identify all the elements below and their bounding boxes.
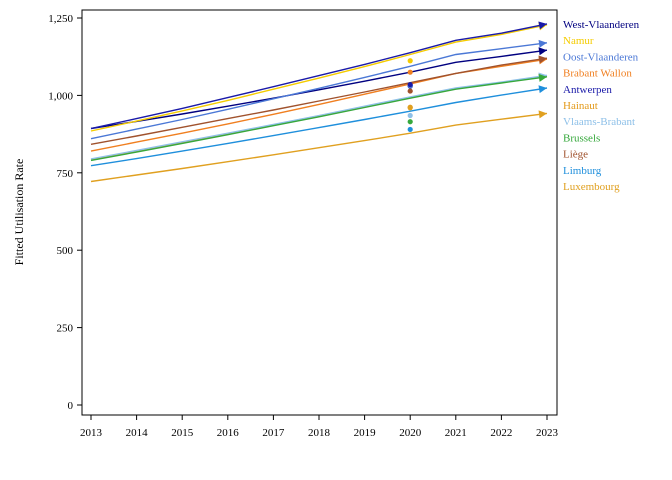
legend: West-Vlaanderen Namur Oost-Vlaanderen Braba… — [563, 19, 640, 193]
series-line-namur — [90, 24, 548, 132]
y-tick-label: 250 — [57, 323, 74, 335]
x-tick-label: 2014 — [126, 427, 149, 439]
x-tick-label: 2018 — [308, 427, 331, 439]
series-lines — [90, 21, 548, 183]
legend-entry-antwerpen: Antwerpen — [563, 84, 612, 96]
series-arrowhead-luxembourg — [538, 110, 547, 119]
legend-entry-oost-vlaanderen: Oost-Vlaanderen — [563, 51, 639, 63]
series-arrowhead-oost-vlaanderen — [538, 39, 547, 48]
series-arrowhead-west-vlaanderen — [538, 47, 547, 56]
observed-point-namur — [407, 58, 413, 64]
observed-point-brabant-wallon — [407, 69, 413, 75]
x-tick-label: 2021 — [445, 427, 467, 439]
observed-point-brussels — [407, 119, 413, 125]
observed-points — [407, 58, 413, 133]
x-tick-label: 2017 — [262, 427, 285, 439]
x-tick-label: 2023 — [536, 427, 559, 439]
plot-frame — [81, 9, 558, 416]
y-tick-label: 1,250 — [48, 13, 73, 25]
x-axis: 2013 2014 2015 2016 2017 2018 2019 2020 2021 2022… — [80, 415, 559, 439]
x-tick-label: 2015 — [171, 427, 194, 439]
series-arrowhead-brussels — [538, 73, 547, 82]
observed-point-luxembourg — [407, 105, 413, 111]
series-line-vlaams-brabant — [90, 74, 548, 160]
series-arrowhead-limburg — [538, 85, 547, 94]
x-tick-label: 2020 — [399, 427, 422, 439]
legend-entry-brabant-wallon: Brabant Wallon — [563, 68, 632, 80]
legend-entry-limburg: Limburg — [563, 165, 602, 177]
series-line-brussels — [90, 76, 548, 162]
series-line-li-ge — [90, 57, 548, 145]
series-line-antwerpen — [90, 23, 548, 130]
legend-entry-vlaams-brabant: Vlaams-Brabant — [563, 116, 635, 128]
series-line-oost-vlaanderen — [90, 42, 548, 140]
legend-entry-li-ge: Liège — [563, 149, 588, 161]
y-tick-label: 500 — [57, 245, 74, 257]
x-tick-label: 2016 — [217, 427, 240, 439]
y-tick-label: 750 — [57, 168, 74, 180]
legend-entry-brussels: Brussels — [563, 132, 600, 144]
y-tick-label: 1,000 — [48, 90, 73, 102]
x-tick-label: 2022 — [490, 427, 512, 439]
observed-point-li-ge — [407, 88, 413, 94]
series-line-luxembourg — [90, 112, 548, 183]
legend-entry-hainaut: Hainaut — [563, 100, 598, 112]
series-line-brabant-wallon — [90, 58, 548, 152]
observed-point-limburg — [407, 126, 413, 133]
legend-entry-namur: Namur — [563, 35, 594, 47]
series-line-limburg — [90, 87, 548, 167]
legend-entry-luxembourg: Luxembourg — [563, 181, 620, 193]
observed-point-vlaams-brabant — [407, 112, 413, 119]
x-tick-label: 2019 — [354, 427, 377, 439]
y-tick-label: 0 — [68, 400, 74, 412]
observed-point-antwerpen — [407, 81, 413, 88]
series-arrowhead-antwerpen — [538, 21, 547, 30]
y-axis-label: Fitted Utilisation Rate — [12, 159, 26, 266]
x-tick-label: 2013 — [80, 427, 103, 439]
legend-entry-west-vlaanderen: West-Vlaanderen — [563, 19, 640, 31]
y-axis: 0 250 500 750 1,000 1,250 — [48, 13, 82, 412]
series-line-west-vlaanderen — [90, 49, 548, 130]
series-arrowhead-li-ge — [538, 55, 547, 64]
